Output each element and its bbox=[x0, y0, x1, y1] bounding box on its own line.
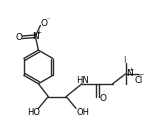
Text: ⁻: ⁻ bbox=[138, 75, 141, 80]
Text: N: N bbox=[127, 69, 133, 78]
Text: —: — bbox=[137, 71, 144, 77]
Text: +: + bbox=[128, 67, 134, 72]
Text: O: O bbox=[99, 94, 106, 103]
Text: HO: HO bbox=[27, 108, 40, 117]
Text: |: | bbox=[123, 57, 126, 64]
Text: N: N bbox=[32, 32, 39, 41]
Text: HN: HN bbox=[77, 76, 89, 85]
Text: +: + bbox=[36, 30, 41, 35]
Text: O: O bbox=[15, 33, 22, 42]
Text: OH: OH bbox=[76, 108, 90, 117]
Text: O: O bbox=[41, 19, 48, 28]
Text: Cl: Cl bbox=[134, 76, 143, 85]
Text: ⁻: ⁻ bbox=[47, 18, 50, 23]
